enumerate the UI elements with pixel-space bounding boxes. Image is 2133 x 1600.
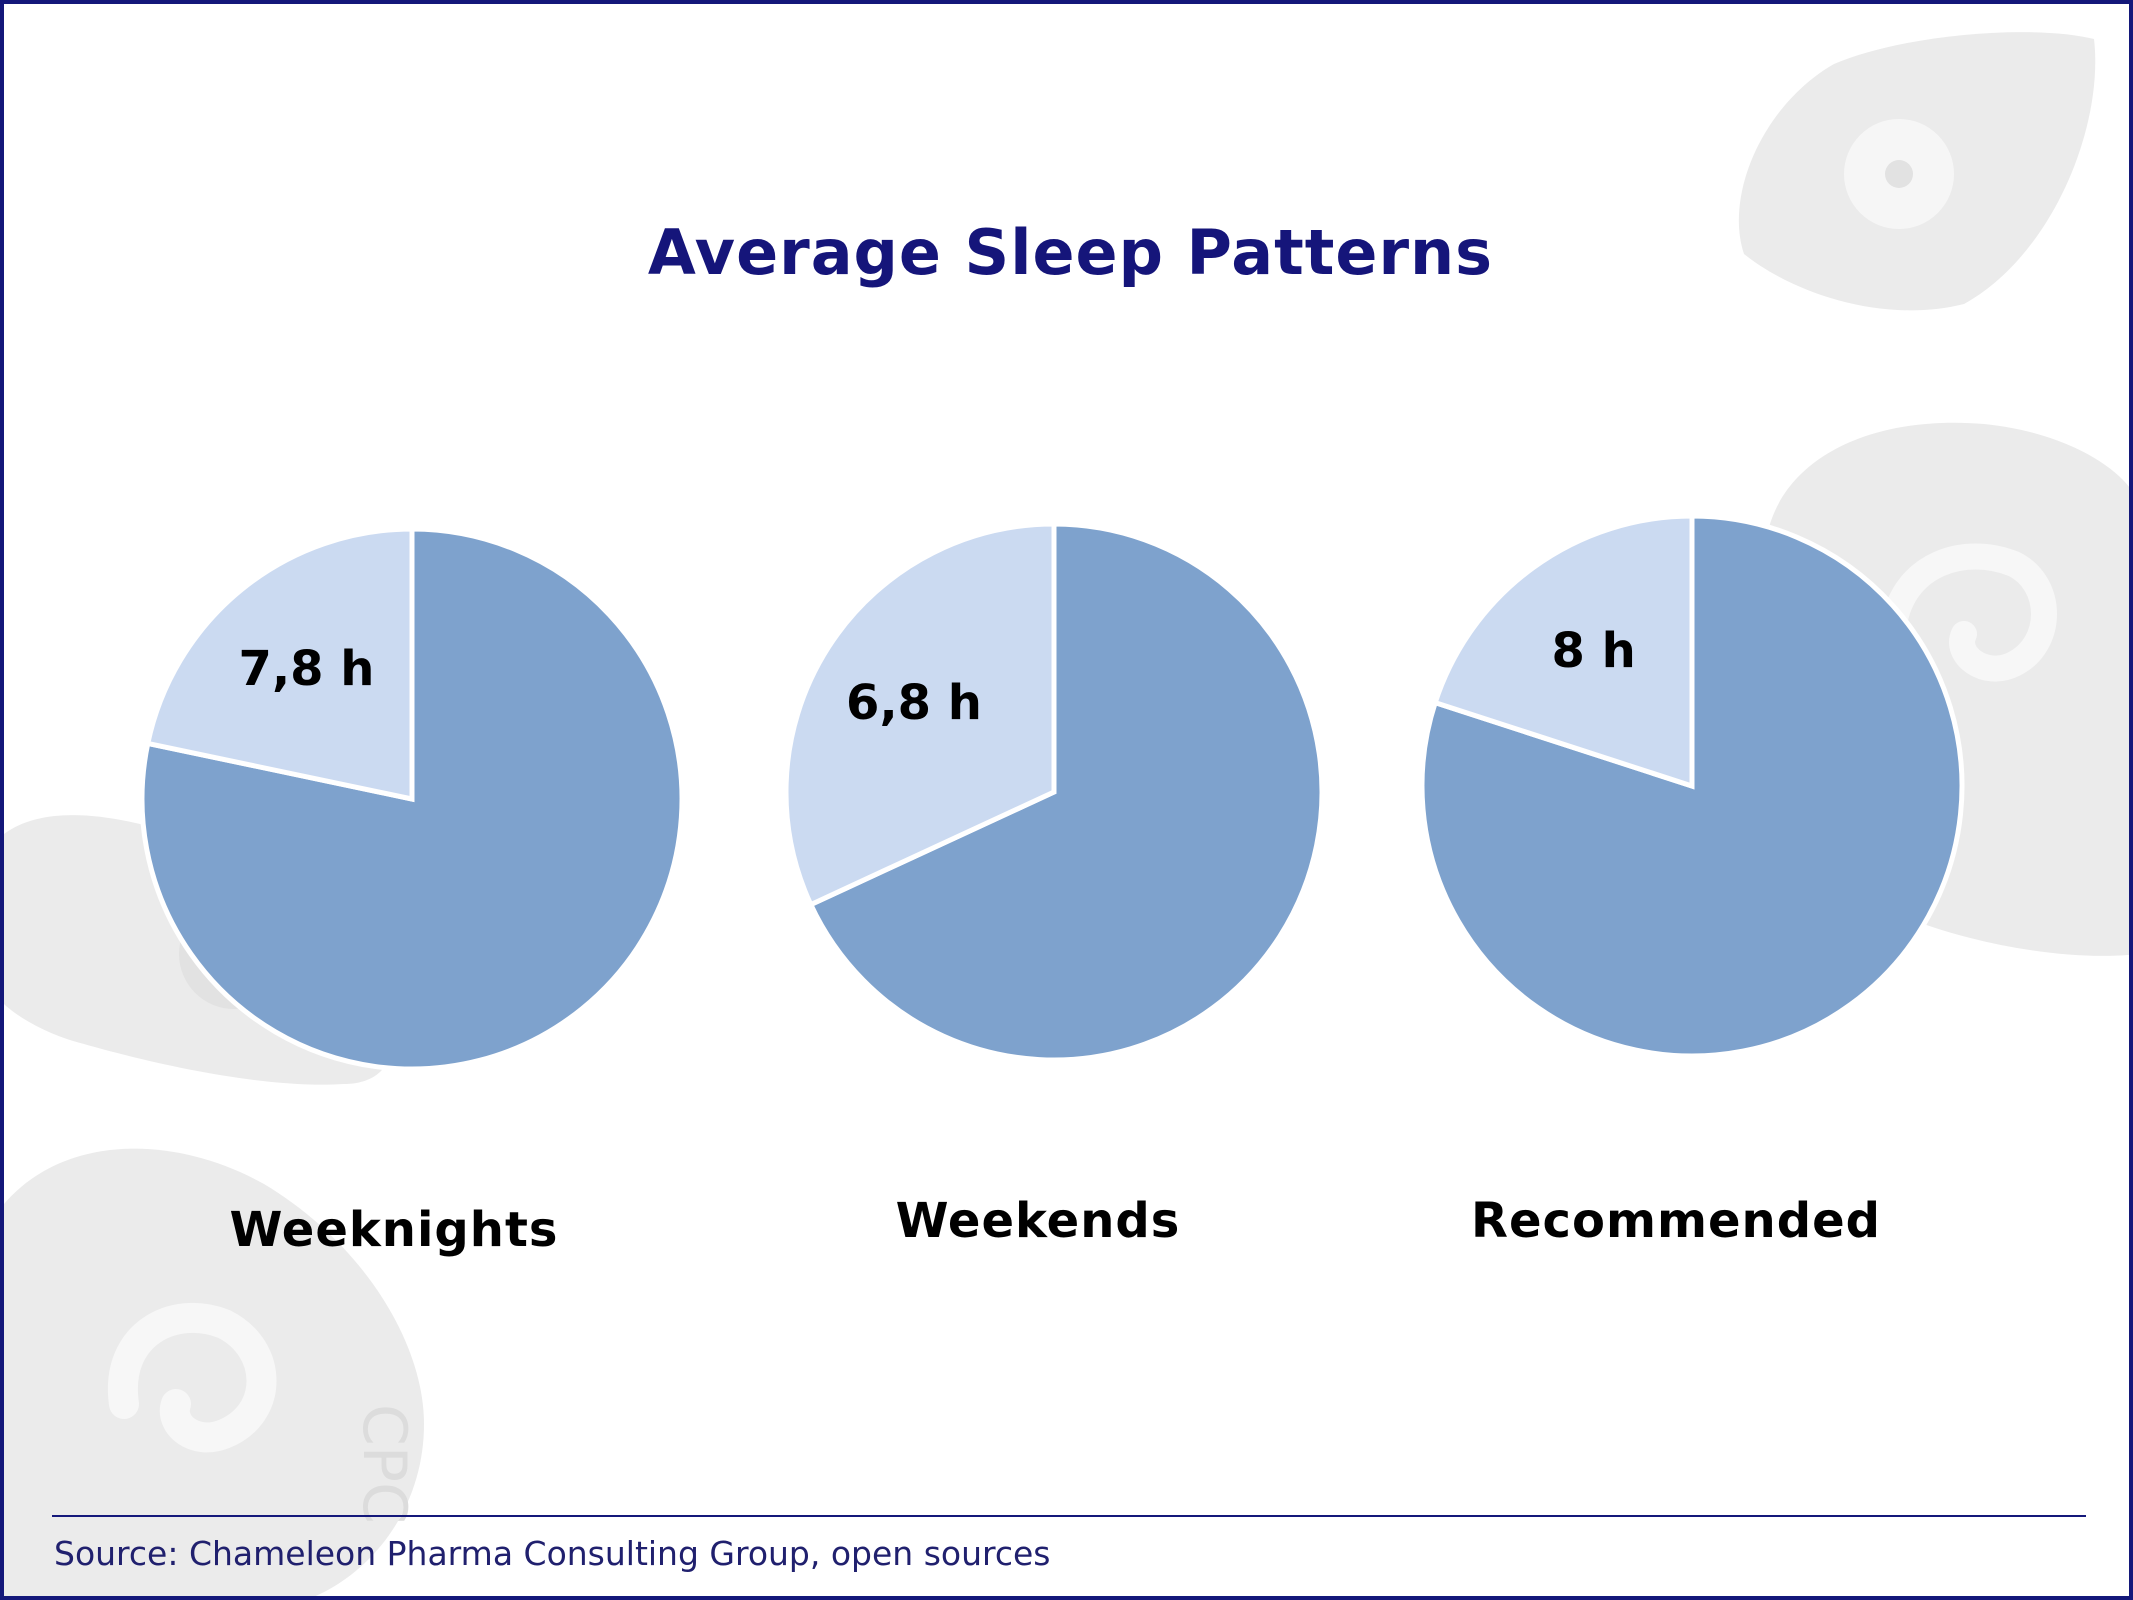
pie-slice-weekends-rest [807,521,1325,1063]
pie-slice-weeknights-highlight [144,526,415,803]
source-note: Source: Chameleon Pharma Consulting Grou… [54,1534,1051,1573]
pie-slice-recommended-highlight [1432,513,1695,790]
value-label-weeknights: 7,8 h [238,641,375,697]
category-label-recommended: Recommended [1471,1193,1881,1249]
pie-charts [139,513,1965,1072]
category-label-weeknights: Weeknights [229,1202,559,1258]
value-label-weekends: 6,8 h [846,674,982,731]
pie-weeknights [139,526,685,1072]
svg-text:CPC: CPC [349,1404,419,1524]
pie-recommended [1419,513,1965,1059]
category-label-weekends: Weekends [895,1193,1181,1249]
chart-title: Average Sleep Patterns [647,216,1494,289]
pie-slice-weekends-highlight [783,521,1057,908]
footer-divider [52,1515,2086,1517]
pie-weekends [783,521,1325,1063]
pie-slice-recommended-rest [1419,513,1965,1059]
value-label-recommended: 8 h [1551,622,1636,679]
